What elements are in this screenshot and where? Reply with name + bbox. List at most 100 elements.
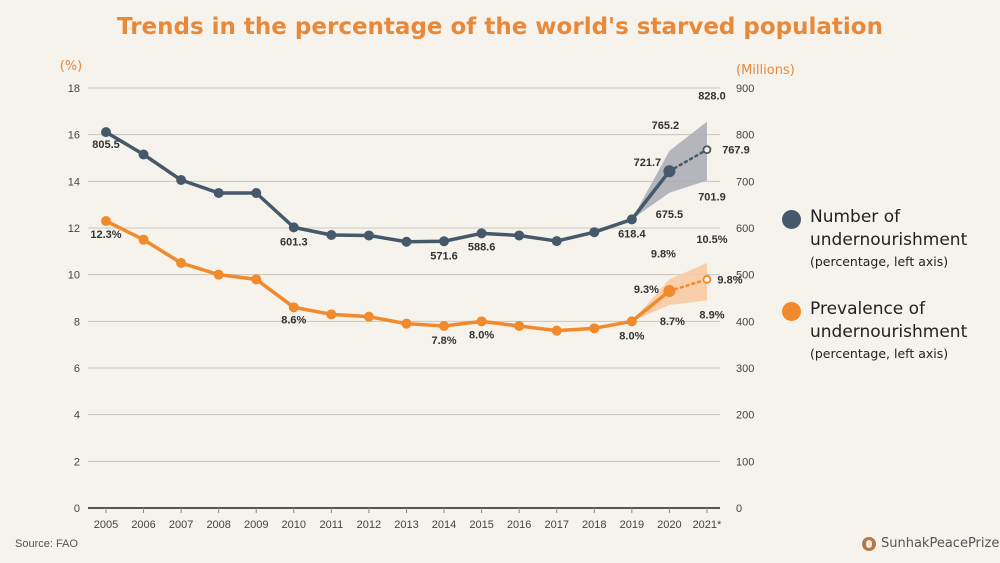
data-point <box>401 318 412 329</box>
range-label: 675.5 <box>656 209 684 221</box>
left-tick-label: 10 <box>68 270 80 282</box>
right-tick-label: 200 <box>736 410 754 422</box>
data-point <box>626 316 637 327</box>
left-tick-label: 16 <box>68 130 80 142</box>
data-point <box>213 188 224 198</box>
left-tick-label: 18 <box>68 83 80 95</box>
legend-sub-prevalence: (percentage, left axis) <box>810 346 949 361</box>
legend-label-prevalence: Prevalence of undernourishment <box>810 299 968 342</box>
left-tick-label: 6 <box>74 363 80 375</box>
x-tick-label: 2011 <box>320 519 344 531</box>
data-point <box>363 230 374 241</box>
x-tick-label: 2018 <box>582 519 606 531</box>
right-tick-label: 0 <box>736 503 742 515</box>
right-tick-label: 600 <box>736 223 754 235</box>
data-label: 767.9 <box>722 145 750 157</box>
left-tick-label: 14 <box>68 176 80 188</box>
right-tick-label: 900 <box>736 83 754 95</box>
right-tick-label: 400 <box>736 316 754 328</box>
x-tick-label: 2020 <box>657 519 681 531</box>
chart-title: Trends in the percentage of the world's … <box>117 14 883 40</box>
data-point <box>138 149 149 160</box>
left-tick-label: 4 <box>74 410 80 422</box>
data-point <box>251 188 262 198</box>
data-point-projected <box>702 274 712 284</box>
x-tick-label: 2010 <box>282 519 306 531</box>
right-tick-label: 300 <box>736 363 754 375</box>
right-tick-label: 700 <box>736 176 754 188</box>
data-point <box>663 165 676 178</box>
data-label: 9.3% <box>634 284 659 296</box>
projection-line <box>668 278 709 293</box>
legend-item-number: Number of undernourishment (percentage, … <box>782 206 1000 272</box>
x-tick-label: 2021* <box>693 519 722 531</box>
left-tick-label: 8 <box>74 316 80 328</box>
data-point <box>176 258 187 268</box>
data-point <box>326 230 337 240</box>
data-point <box>551 325 562 336</box>
series-line-prevalence <box>105 219 671 333</box>
left-tick-label: 0 <box>74 503 80 515</box>
data-label: 8.6% <box>281 314 306 326</box>
range-label: 828.0 <box>698 91 726 103</box>
legend-sub-number: (percentage, left axis) <box>810 254 949 269</box>
series-line-number <box>105 130 671 244</box>
x-tick-label: 2006 <box>131 519 155 531</box>
data-point <box>401 236 412 247</box>
range-label: 765.2 <box>652 120 680 132</box>
legend-dot-prevalence <box>782 302 801 321</box>
range-label: 8.9% <box>699 309 724 321</box>
x-tick-label: 2017 <box>544 519 568 531</box>
data-point <box>439 236 450 247</box>
data-point <box>176 175 187 186</box>
data-label: 7.8% <box>432 335 457 347</box>
data-point <box>476 228 487 239</box>
data-point <box>476 316 487 327</box>
range-label: 701.9 <box>698 191 726 203</box>
data-point <box>288 302 299 313</box>
x-tick-label: 2007 <box>169 519 193 531</box>
data-point <box>589 227 600 238</box>
brand-logo: SunhakPeacePrize <box>862 536 999 551</box>
projection-line <box>668 148 709 173</box>
data-label: 12.3% <box>90 229 121 241</box>
right-axis-unit: (Millions) <box>736 63 795 78</box>
source-note: Source: FAO <box>15 538 78 550</box>
data-label: 571.6 <box>430 250 458 262</box>
data-point <box>514 230 525 241</box>
data-point <box>101 216 111 226</box>
range-label: 9.8% <box>651 248 676 260</box>
data-label: 8.0% <box>619 330 644 342</box>
legend-item-prevalence: Prevalence of undernourishment (percenta… <box>782 298 1000 364</box>
data-point <box>213 269 224 280</box>
data-point <box>326 309 337 320</box>
legend-label-number: Number of undernourishment <box>810 207 968 250</box>
x-tick-label: 2014 <box>432 519 456 531</box>
legend-dot-number <box>782 210 801 229</box>
data-point <box>439 321 450 331</box>
brand-icon <box>862 536 876 551</box>
right-tick-label: 800 <box>736 130 754 142</box>
data-point <box>589 323 600 334</box>
data-label: 588.6 <box>468 241 496 253</box>
data-point <box>288 222 299 233</box>
x-tick-label: 2013 <box>394 519 418 531</box>
data-point <box>663 285 676 297</box>
data-point <box>551 236 562 247</box>
x-tick-label: 2009 <box>244 519 268 531</box>
x-tick-label: 2005 <box>94 519 118 531</box>
data-label: 618.4 <box>618 228 646 240</box>
right-tick-label: 100 <box>736 456 754 468</box>
data-label: 9.8% <box>717 274 742 286</box>
legend: Number of undernourishment (percentage, … <box>782 206 1000 390</box>
x-tick-label: 2012 <box>357 519 381 531</box>
right-tick-label: 500 <box>736 270 754 282</box>
data-point <box>101 127 111 138</box>
data-point <box>514 321 525 331</box>
range-label: 10.5% <box>696 234 727 246</box>
left-axis-unit: (%) <box>60 59 83 74</box>
left-tick-label: 2 <box>74 456 80 468</box>
left-tick-label: 12 <box>68 223 80 235</box>
range-label: 8.7% <box>660 316 685 328</box>
